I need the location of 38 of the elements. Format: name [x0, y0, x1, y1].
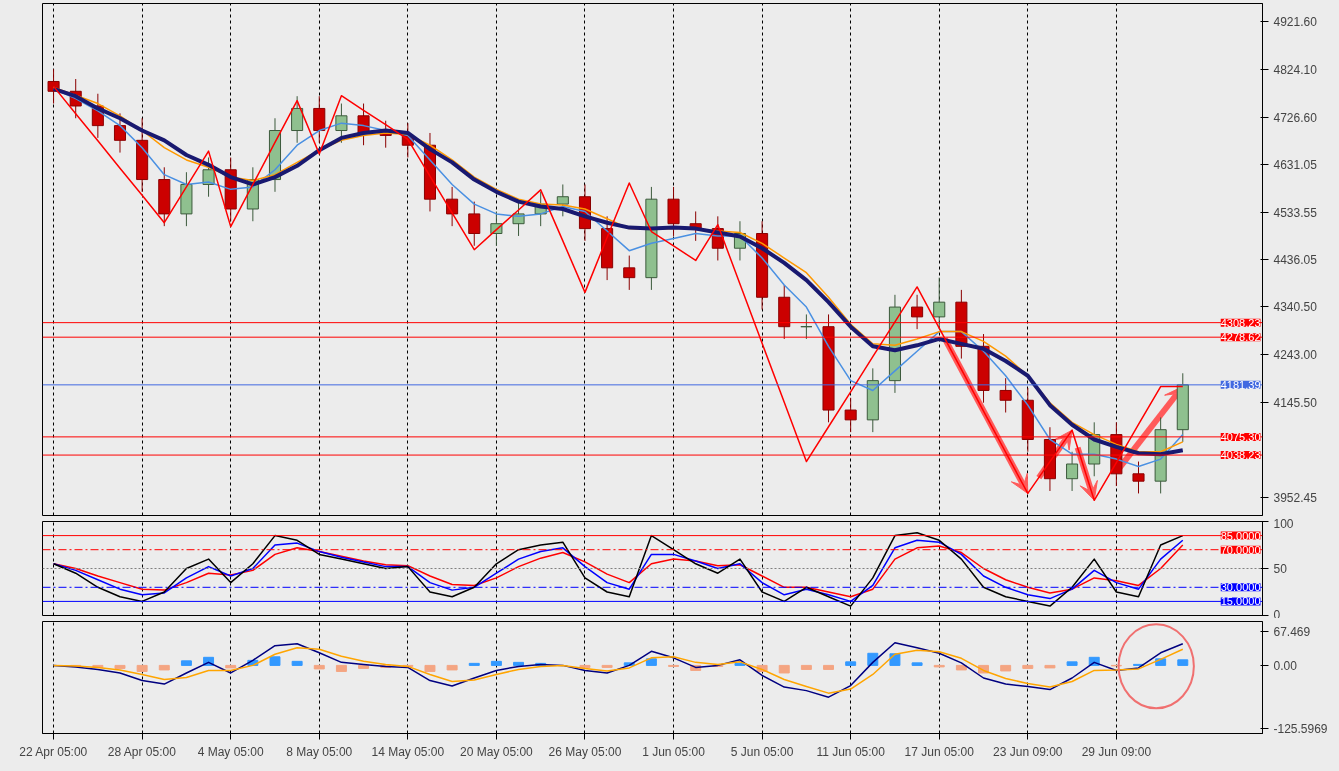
x-tick-label: 29 Jun 09:00 — [1081, 744, 1152, 759]
y-tick-label: 4533.55 — [1273, 205, 1318, 220]
y-tick-label: -125.5969 — [1273, 722, 1328, 737]
y-tick-label: 50 — [1273, 562, 1288, 576]
ref-line-label: 4278.62 — [1220, 331, 1261, 344]
y-tick-label: 4145.50 — [1273, 395, 1318, 410]
y-tick-label: 0 — [1273, 607, 1281, 622]
x-tick-label: 5 Jun 05:00 — [730, 744, 794, 759]
y-tick-label: 0.00 — [1273, 658, 1298, 673]
ref-line-label: 85.0000 — [1220, 529, 1261, 542]
ref-line-label: 70.0000 — [1220, 543, 1261, 556]
y-tick-label: 67.469 — [1273, 624, 1311, 639]
x-tick-label: 4 May 05:00 — [197, 744, 265, 759]
x-tick-label: 28 Apr 05:00 — [107, 744, 177, 759]
x-tick-label: 8 May 05:00 — [286, 744, 353, 759]
x-tick-label: 26 May 05:00 — [548, 744, 622, 759]
x-tick-label: 14 May 05:00 — [371, 744, 445, 759]
x-tick-label: 17 Jun 05:00 — [904, 744, 975, 759]
x-tick-label: 22 Apr 05:00 — [19, 744, 88, 759]
y-tick-label: 4631.05 — [1273, 157, 1318, 172]
y-tick-label: 4436.05 — [1273, 253, 1318, 268]
ref-line-label: 15.0000 — [1220, 595, 1261, 608]
ref-line-label: 30.0000 — [1220, 581, 1261, 594]
y-tick-label: 4921.60 — [1273, 15, 1318, 30]
ref-line-label: 4181.39 — [1220, 378, 1261, 391]
y-tick-label: 100 — [1273, 516, 1294, 531]
x-tick-label: 23 Jun 09:00 — [993, 744, 1063, 759]
y-tick-label: 4726.60 — [1273, 110, 1318, 125]
x-tick-label: 1 Jun 05:00 — [642, 744, 706, 759]
y-tick-label: 4243.00 — [1273, 348, 1318, 363]
ref-line-label: 4308.23 — [1220, 316, 1261, 329]
x-tick-label: 11 Jun 05:00 — [816, 744, 886, 759]
ref-line-label: 4038.23 — [1220, 449, 1261, 462]
y-tick-label: 4340.50 — [1273, 300, 1318, 315]
y-tick-label: 4824.10 — [1273, 63, 1318, 78]
y-tick-label: 3952.45 — [1273, 490, 1318, 505]
x-tick-label: 20 May 05:00 — [460, 744, 534, 759]
ref-line-label: 4075.30 — [1220, 430, 1261, 443]
